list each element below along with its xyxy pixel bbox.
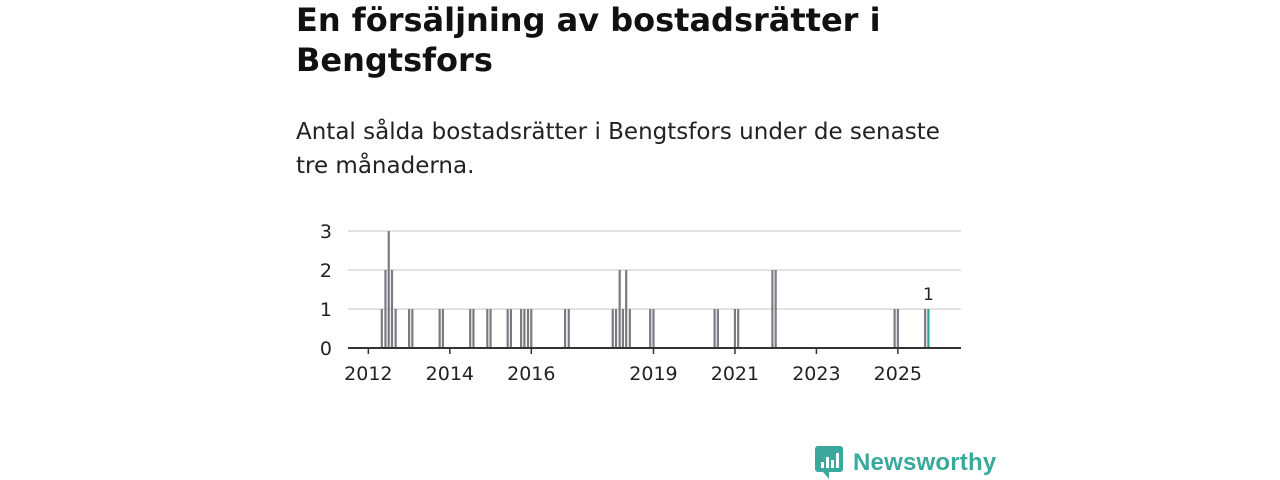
bar [380, 309, 383, 348]
y-tick-label: 1 [320, 299, 332, 321]
bar [509, 309, 513, 348]
x-tick-label: 2021 [711, 363, 759, 385]
bar [713, 309, 716, 348]
y-tick-label: 2 [320, 260, 332, 282]
bar [530, 309, 533, 348]
chart-title: En försäljning av bostadsrätter i Bengts… [296, 1, 881, 79]
bar [733, 309, 737, 348]
bar [621, 309, 625, 348]
newsworthy-logo-text: Newsworthy [853, 449, 997, 476]
x-tick-label: 2019 [629, 363, 677, 385]
bar [716, 309, 719, 348]
bar [774, 270, 777, 348]
bar [486, 309, 489, 348]
bar [563, 309, 567, 348]
bar [737, 309, 740, 348]
bar [771, 270, 774, 348]
bar [652, 309, 655, 348]
data-label: 1 [923, 285, 934, 305]
bar [441, 309, 444, 348]
x-tick-label: 2025 [874, 363, 922, 385]
highlight-bar [927, 309, 930, 348]
bar [526, 309, 530, 348]
x-tick-label: 2023 [792, 363, 840, 385]
bar [438, 309, 441, 348]
bar [390, 270, 394, 348]
bar [896, 309, 899, 348]
bar [387, 231, 390, 348]
bar [649, 309, 652, 348]
bar [394, 309, 397, 348]
y-tick-label: 0 [320, 338, 332, 360]
bar [567, 309, 570, 348]
newsworthy-logo: Newsworthy [815, 446, 996, 480]
bar [506, 309, 509, 348]
bar [489, 309, 492, 348]
bar [411, 309, 414, 348]
x-tick-label: 2012 [344, 363, 392, 385]
bar [520, 309, 523, 348]
bar [628, 309, 631, 348]
bar [611, 309, 614, 348]
bar [614, 309, 618, 348]
y-tick-label: 3 [320, 221, 332, 243]
bar [625, 270, 628, 348]
bar [618, 270, 621, 348]
bar [472, 309, 475, 348]
bar [469, 309, 472, 348]
chart-subtitle: Antal sålda bostadsrätter i Bengtsfors u… [296, 119, 940, 179]
bar [523, 309, 526, 348]
newsworthy-logo-icon [815, 446, 843, 479]
bar [924, 309, 927, 348]
bar [384, 270, 387, 348]
bar [407, 309, 411, 348]
bar [893, 309, 896, 348]
x-tick-label: 2016 [507, 363, 555, 385]
x-tick-label: 2014 [426, 363, 474, 385]
